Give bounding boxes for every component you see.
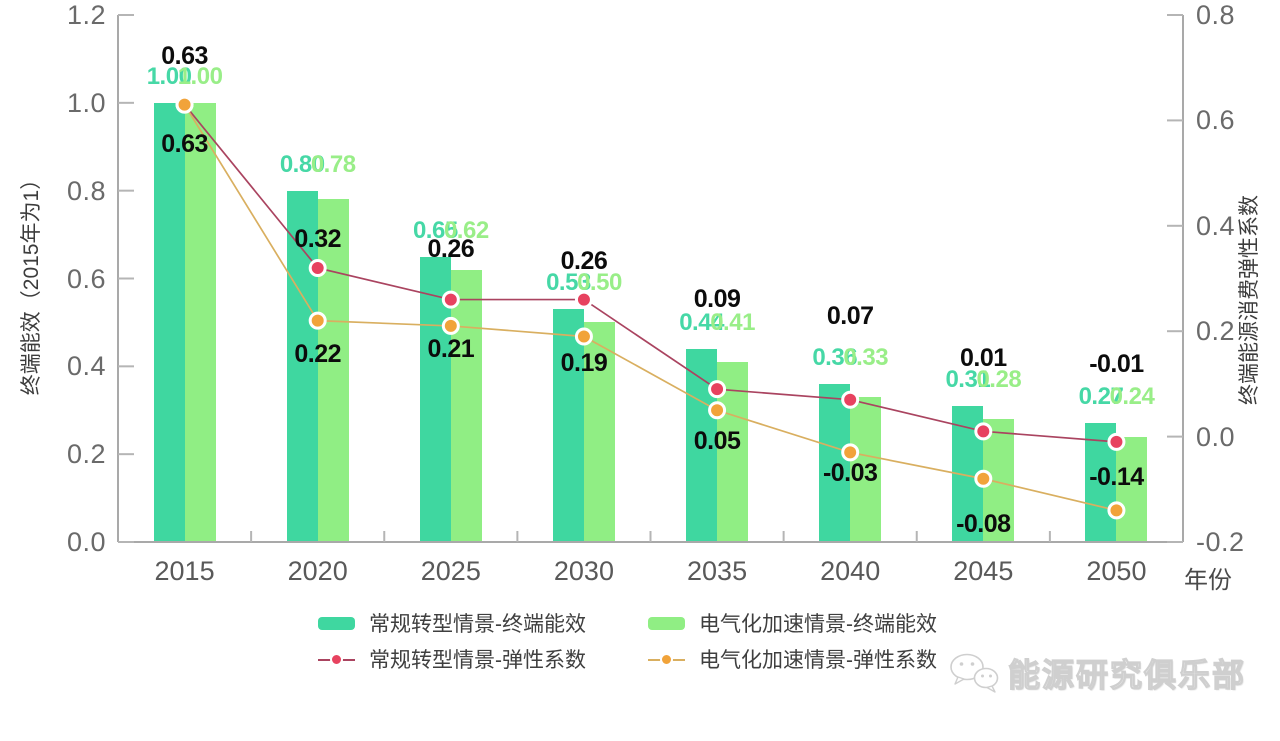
bar-value-label: 0.44 (679, 308, 724, 336)
legend-item-line-electrified: 电气化加速情景-弹性系数 (648, 646, 937, 672)
wechat-icon (950, 653, 999, 693)
watermark-text: 能源研究俱乐部 (1007, 656, 1247, 693)
data-point (574, 327, 593, 346)
data-point (308, 258, 327, 277)
left-tick-label: 0.8 (66, 175, 106, 206)
line-value-label: 0.26 (560, 246, 608, 275)
x-tick-label: 2050 (1086, 556, 1147, 586)
bar-value-label: 1.00 (177, 62, 223, 90)
x-tick-label: 2045 (953, 556, 1014, 586)
right-tick-label: -0.2 (1196, 527, 1245, 557)
data-point (175, 95, 194, 114)
legend-label: 常规转型情景-终端能效 (369, 613, 586, 636)
x-tick-label: 2020 (287, 556, 348, 586)
bar (819, 383, 851, 542)
line-value-label: 0.07 (826, 301, 874, 330)
bar-value-label: 0.65 (412, 216, 458, 244)
data-point (974, 469, 993, 488)
bar-value-label: 0.80 (279, 150, 325, 178)
bar (317, 199, 349, 542)
x-axis-name: 年份 (1184, 567, 1232, 594)
bar (686, 348, 718, 542)
data-line (183, 104, 1117, 512)
right-tick-label: 0.8 (1196, 0, 1236, 30)
bar-value-label: 0.27 (1078, 383, 1124, 411)
data-point (708, 380, 727, 399)
data-point (841, 443, 860, 462)
line-value-label: 0.63 (161, 129, 208, 158)
line-value-label: 0.22 (294, 339, 342, 368)
left-tick-label: 1.2 (66, 0, 106, 30)
data-point (841, 390, 860, 409)
x-tick-label: 2015 (154, 556, 215, 586)
bar-swatch-icon (318, 616, 355, 630)
right-tick-label: 0.6 (1196, 105, 1236, 136)
bar-value-label: 0.41 (710, 308, 755, 336)
line-value-label: 0.19 (560, 349, 608, 378)
left-tick-label: 0.6 (66, 263, 106, 294)
line-value-label: 0.21 (427, 334, 475, 363)
right-tick-label: 0.4 (1196, 210, 1236, 241)
line-value-label: -0.14 (1089, 463, 1144, 492)
x-tick-label: 2025 (420, 556, 481, 586)
line-dot-swatch-icon (318, 652, 355, 666)
bar-value-label: 0.24 (1109, 383, 1155, 411)
bar-value-label: 0.78 (310, 150, 356, 178)
data-point (1107, 501, 1126, 520)
line-value-label: 0.09 (693, 285, 741, 314)
bar (450, 269, 482, 542)
watermark: 能源研究俱乐部 (948, 650, 1246, 696)
bar-value-label: 0.62 (443, 216, 489, 244)
legend-label: 电气化加速情景-弹性系数 (699, 649, 937, 672)
data-point (441, 290, 460, 309)
line-value-label: 0.01 (959, 344, 1007, 373)
data-point (974, 422, 993, 441)
data-line (183, 104, 1117, 443)
line-value-label: 0.26 (427, 234, 475, 263)
data-point (308, 311, 327, 330)
data-point (574, 290, 593, 309)
legend-item-bar-normal: 常规转型情景-终端能效 (318, 610, 586, 636)
left-tick-label: 0.4 (66, 351, 106, 382)
bar (552, 309, 584, 542)
line-value-label: -0.03 (822, 459, 878, 488)
bar (850, 397, 882, 542)
bar-value-label: 0.50 (577, 269, 622, 297)
bar-value-label: 0.28 (976, 365, 1022, 393)
right-tick-label: 0.0 (1196, 421, 1236, 452)
bar-value-label: 0.53 (546, 269, 591, 297)
data-point (1107, 432, 1126, 451)
left-tick-label: 0.2 (66, 439, 106, 470)
left-tick-label: 0.0 (66, 527, 106, 557)
left-tick-label: 1.0 (66, 87, 106, 118)
x-tick-label: 2040 (820, 556, 881, 586)
bar-value-label: 1.00 (146, 62, 192, 90)
bar (583, 322, 615, 542)
right-tick-label: 0.2 (1196, 316, 1236, 347)
line-value-label: 0.63 (161, 41, 208, 70)
data-point (441, 316, 460, 335)
legend-label: 电气化加速情景-终端能效 (699, 613, 937, 636)
x-tick-label: 2035 (687, 556, 748, 586)
bar (184, 102, 216, 542)
bar (153, 102, 185, 542)
line-value-label: -0.08 (956, 509, 1011, 538)
line-dot-swatch-icon (648, 652, 685, 666)
bar (1116, 436, 1148, 542)
data-point (708, 401, 727, 420)
legend-label: 常规转型情景-弹性系数 (369, 649, 586, 672)
line-value-label: 0.32 (294, 224, 342, 253)
line-value-label: 0.05 (693, 427, 741, 456)
legend-item-bar-electrified: 电气化加速情景-终端能效 (648, 610, 937, 636)
legend-item-line-normal: 常规转型情景-弹性系数 (318, 646, 586, 672)
bar-value-label: 0.31 (945, 365, 991, 393)
bar-value-label: 0.36 (812, 343, 858, 371)
bar-swatch-icon (648, 616, 685, 630)
x-tick-label: 2030 (553, 556, 614, 586)
line-value-label: -0.01 (1089, 349, 1144, 378)
bar-value-label: 0.33 (843, 343, 889, 371)
